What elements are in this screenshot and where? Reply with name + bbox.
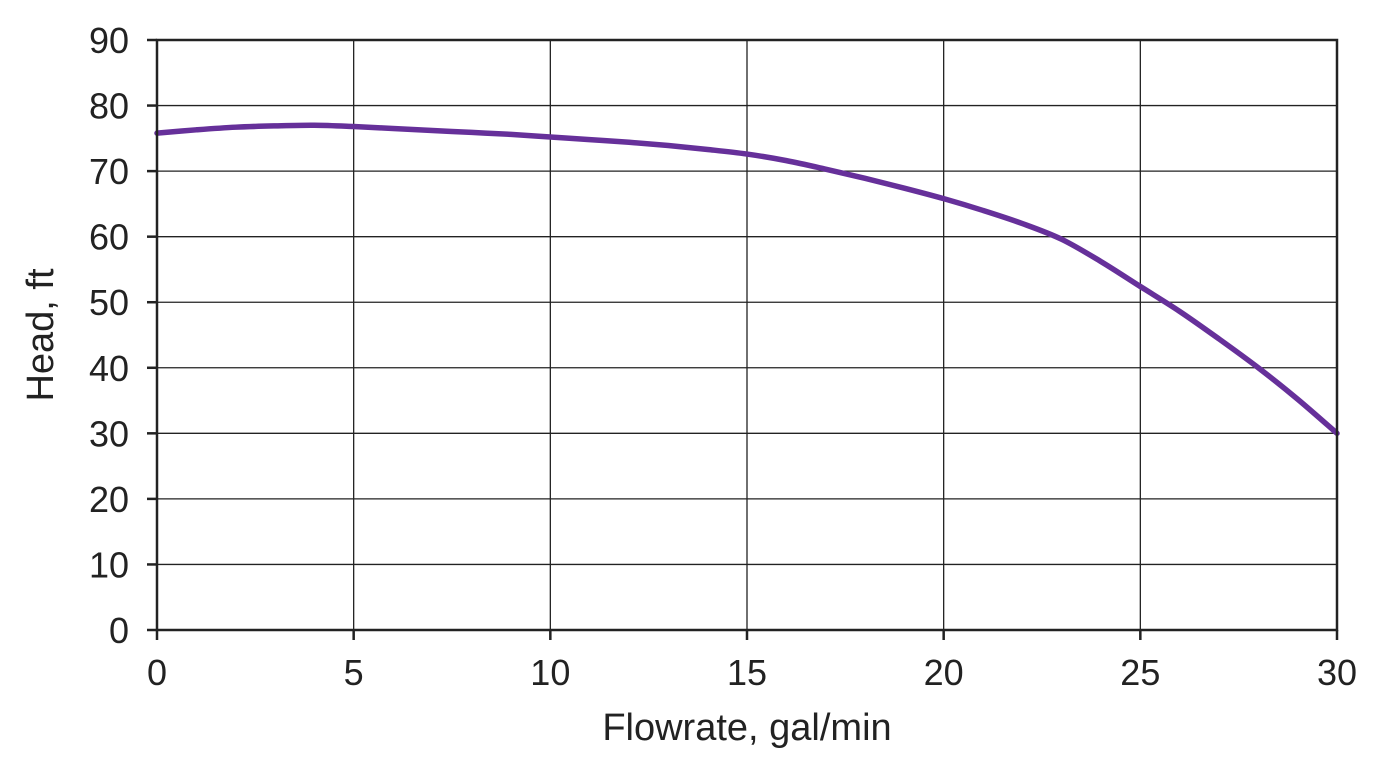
y-tick-label: 0: [109, 610, 129, 651]
gridlines: [156, 39, 1338, 631]
y-tick-labels: 0 10 20 30 40 50 60 70 80 90: [89, 20, 129, 651]
y-tick-label: 30: [89, 413, 129, 454]
x-tick-label: 0: [147, 652, 167, 693]
y-tick-label: 80: [89, 86, 129, 127]
y-tick-label: 70: [89, 151, 129, 192]
x-tick-label: 5: [344, 652, 364, 693]
y-tick-label: 40: [89, 348, 129, 389]
tick-marks: [147, 38, 1339, 640]
x-tick-label: 30: [1317, 652, 1357, 693]
y-tick-label: 10: [89, 544, 129, 585]
y-tick-label: 90: [89, 20, 129, 61]
y-tick-label: 50: [89, 282, 129, 323]
series-layer: [154, 122, 1340, 437]
y-tick-label: 60: [89, 217, 129, 258]
x-tick-labels: 0 5 10 15 20 25 30: [147, 652, 1357, 693]
y-tick-label: 20: [89, 479, 129, 520]
x-tick-label: 20: [924, 652, 964, 693]
x-axis-title: Flowrate, gal/min: [602, 707, 891, 749]
y-axis-title: Head, ft: [20, 268, 62, 402]
x-tick-label: 25: [1120, 652, 1160, 693]
x-tick-label: 15: [727, 652, 767, 693]
series-line-0: [154, 122, 1340, 437]
x-tick-label: 10: [530, 652, 570, 693]
